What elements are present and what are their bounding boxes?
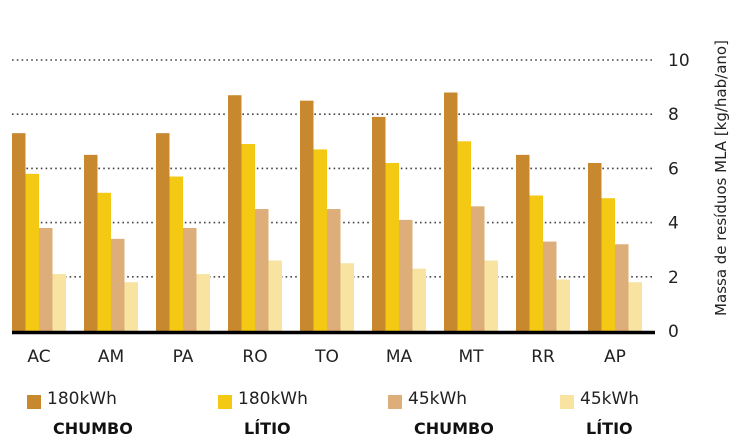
bar [156,133,170,331]
legend-swatch [560,395,574,409]
x-tick-label: PA [173,347,194,367]
x-tick-label: MA [386,347,413,367]
y-tick-label: 8 [668,105,679,125]
bar [196,274,210,331]
bar [169,176,183,331]
bar [457,141,471,331]
legend-series-sublabel: LÍTIO [586,419,633,438]
bar [124,282,138,331]
legend-series-sublabel: LÍTIO [244,419,291,438]
bar [25,173,39,331]
bar [601,198,615,331]
bar [399,219,413,331]
legend-swatch [388,395,402,409]
legend-series-sublabel: CHUMBO [53,419,133,438]
bar [241,144,255,331]
bar-chart: 0 2 4 6 8 10 AC AM PA RO TO MA MT RR AP Massa de resí… [12,40,730,367]
bar [268,260,282,331]
y-tick-label: 6 [668,159,679,179]
bar [471,206,485,331]
bar [52,274,66,331]
bar [183,228,197,331]
bar [300,100,314,332]
bar [588,162,602,331]
bar [444,92,458,332]
bar [228,95,242,331]
x-tick-label: MT [458,347,484,367]
legend: 180kWh CHUMBO 180kWh LÍTIO 45kWh CHUMBO 45kWh L… [0,389,736,440]
bar [97,192,111,331]
legend-series-name: 45kWh [580,389,640,409]
x-tick-label: AC [27,347,50,367]
x-axis-labels: AC AM PA RO TO MA MT RR AP [27,347,626,367]
x-tick-label: AP [604,347,626,367]
y-tick-label: 0 [668,322,679,342]
y-tick-label: 4 [668,214,679,234]
legend-series-name: 180kWh [47,389,117,409]
bar [543,241,557,331]
bar [111,238,125,331]
bar [39,228,53,331]
bar [628,282,642,331]
bar [84,154,98,331]
y-axis-ticks: 0 2 4 6 8 10 [668,51,690,342]
legend-swatch [27,395,41,409]
legend-series-name: 180kWh [238,389,308,409]
x-tick-label: AM [98,347,124,367]
y-axis-label: Massa de resíduos MLA [kg/hab/ano] [712,40,730,316]
bar [516,154,530,331]
bar [529,195,543,331]
bar [556,279,570,331]
bar [12,133,26,331]
legend-series-sublabel: CHUMBO [414,419,494,438]
bar [615,244,629,331]
bar [340,263,354,331]
x-tick-label: TO [314,347,339,367]
bar [484,260,498,331]
bar [385,162,399,331]
bar [313,149,327,331]
y-tick-label: 2 [668,268,679,288]
bar [372,116,386,331]
bar [255,209,269,331]
legend-series-name: 45kWh [408,389,468,409]
x-tick-label: RR [531,347,555,367]
bar [412,268,426,331]
legend-swatch [218,395,232,409]
bar [327,209,341,331]
x-tick-label: RO [242,347,267,367]
bars [12,92,642,332]
y-tick-label: 10 [668,51,690,71]
